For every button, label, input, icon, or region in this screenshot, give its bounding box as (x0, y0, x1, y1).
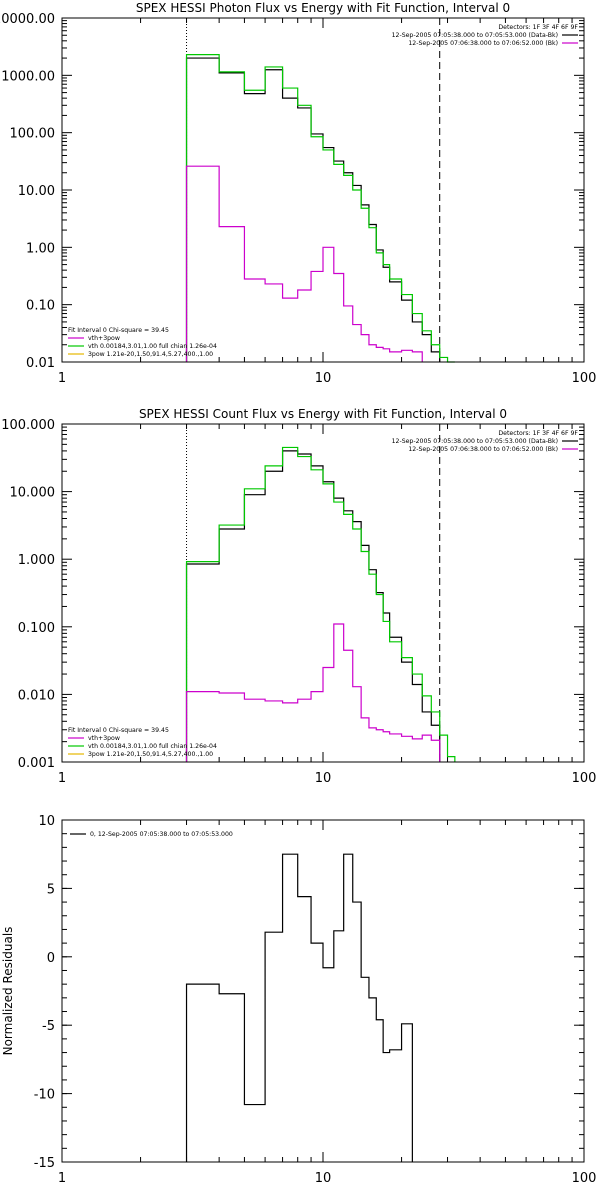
chart-panel-1: SPEX HESSI Photon Flux vs Energy with Fi… (0, 1, 596, 386)
x-tick-label: 100 (572, 771, 597, 786)
legend-text: 3pow 1.21e-20,1.50,91.4,5.27,400.,1.00 (88, 351, 213, 358)
legend-text: 12-Sep-2005 07:06:38.000 to 07:06:52.000… (408, 446, 558, 453)
plot-frame (61, 423, 585, 763)
y-axis-label: Normalized Residuals (1, 927, 15, 1056)
legend-text: 12-Sep-2005 07:05:38.000 to 07:05:53.000… (392, 438, 558, 445)
plot-frame (61, 819, 585, 1163)
y-tick-label: -10 (34, 1088, 55, 1103)
y-tick-label: 5 (47, 882, 55, 897)
legend-bottom-left: Fit Interval 0 Chi-square = 39.45vth+3po… (68, 327, 217, 358)
y-tick-label: 1.00 (26, 241, 55, 256)
y-tick-label: 0.10 (26, 299, 55, 314)
chart-title: SPEX HESSI Photon Flux vs Energy with Fi… (136, 1, 510, 15)
y-tick-label: 10 (38, 814, 55, 829)
legend-bottom-left: Fit Interval 0 Chi-square = 39.45vth+3po… (68, 727, 217, 758)
legend-text: vth+3pow (88, 335, 120, 342)
legend-text: Detectors: 1F 3F 4F 6F 9F (498, 24, 578, 31)
y-tick-label: -15 (34, 1156, 55, 1171)
legend-text: 12-Sep-2005 07:06:38.000 to 07:06:52.000… (408, 40, 558, 47)
plot-frame (61, 17, 585, 363)
legend-text: Fit Interval 0 Chi-square = 39.45 (68, 327, 169, 334)
y-tick-label: 0.001 (18, 756, 55, 771)
chart-panel-2: SPEX HESSI Count Flux vs Energy with Fit… (1, 407, 596, 786)
legend-text: vth 0.00184,3.01,1.00 full chian 1.26e-0… (88, 343, 217, 350)
series-2-line (185, 446, 456, 762)
legend-text: 12-Sep-2005 07:05:38.000 to 07:05:53.000… (392, 32, 558, 39)
legend-text: vth+3pow (88, 735, 120, 742)
y-tick-label: 100.000 (1, 418, 55, 433)
y-tick-label: 100.00 (10, 127, 56, 142)
series-2-line (185, 53, 455, 363)
y-tick-label: 0.010 (18, 688, 55, 703)
y-tick-label: 10.00 (18, 184, 55, 199)
series-3-line (185, 165, 423, 362)
legend-text: Detectors: 1F 3F 4F 6F 9F (498, 430, 578, 437)
series-1-line (185, 450, 441, 762)
series-1-line (185, 57, 441, 362)
x-tick-label: 10 (315, 371, 332, 386)
y-tick-label: 1.000 (18, 553, 55, 568)
legend-text: vth 0.00184,3.01,1.00 full chian 1.26e-0… (88, 743, 217, 750)
y-tick-label: 0.100 (18, 621, 55, 636)
y-tick-label: 0 (47, 951, 55, 966)
x-tick-label: 100 (572, 1171, 597, 1186)
x-tick-label: 10 (315, 1171, 332, 1186)
y-tick-label: -5 (42, 1019, 55, 1034)
legend-text: 0, 12-Sep-2005 07:05:38.000 to 07:05:53.… (90, 831, 233, 838)
legend-text: Fit Interval 0 Chi-square = 39.45 (68, 727, 169, 734)
series-3-line (185, 623, 441, 762)
x-tick-label: 1 (58, 771, 66, 786)
y-tick-label: 10.000 (10, 486, 56, 501)
x-tick-label: 1 (58, 1171, 66, 1186)
series-1-line (185, 853, 413, 1162)
x-tick-label: 1 (58, 371, 66, 386)
chart-title: SPEX HESSI Count Flux vs Energy with Fit… (139, 407, 507, 421)
y-tick-label: 0.01 (26, 356, 55, 371)
y-tick-label: 10000.00 (0, 12, 55, 27)
chart-panel-3: Normalized Residuals 1 10 100 -15 -10 -5 0 5 10 0,… (1, 814, 596, 1186)
legend-text: 3pow 1.21e-20,1.50,91.4,5.27,400.,1.00 (88, 751, 213, 758)
legend-top-left: 0, 12-Sep-2005 07:05:38.000 to 07:05:53.… (70, 831, 233, 838)
y-tick-label: 1000.00 (1, 69, 55, 84)
x-tick-label: 100 (572, 371, 597, 386)
x-tick-label: 10 (315, 771, 332, 786)
